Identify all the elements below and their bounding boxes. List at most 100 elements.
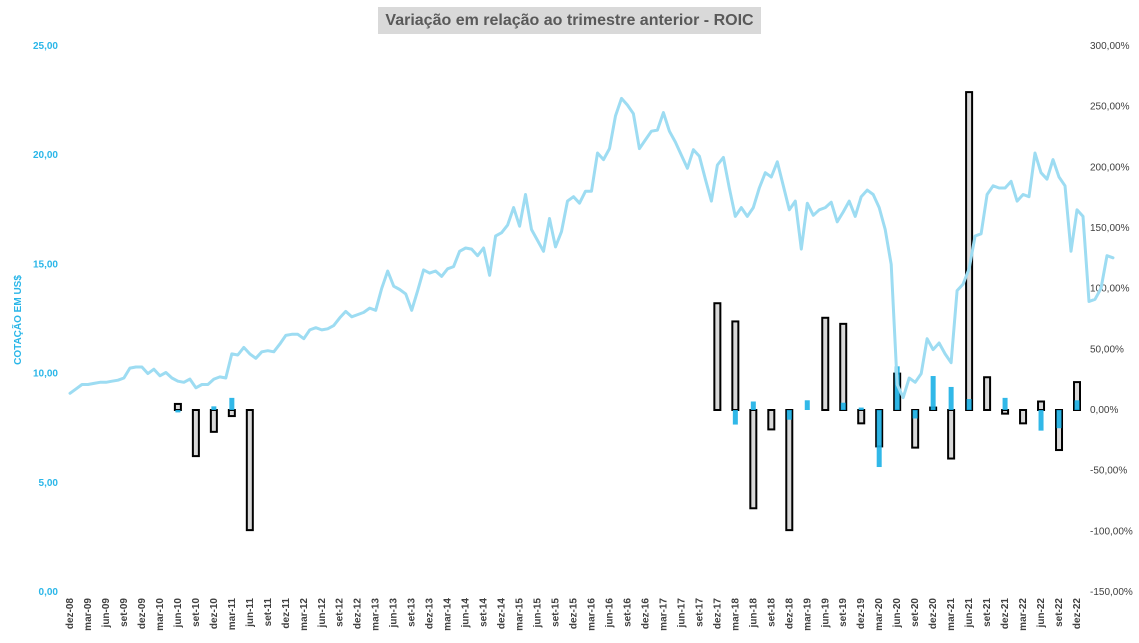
x-tick-label: set-22 bbox=[1054, 598, 1065, 627]
y-axis-label: COTAÇÃO EM US$ bbox=[11, 275, 24, 365]
x-tick-label: mar-19 bbox=[802, 598, 813, 631]
x-tick-label: mar-18 bbox=[730, 598, 741, 631]
x-tick-label: dez-18 bbox=[784, 598, 795, 630]
x-tick-label: dez-22 bbox=[1072, 598, 1083, 630]
roic-change-bar bbox=[839, 322, 848, 411]
x-tick-label: set-13 bbox=[407, 598, 418, 627]
right-tick-label: 100,00% bbox=[1090, 284, 1130, 295]
x-tick-label: set-17 bbox=[694, 598, 705, 627]
roic-change-bar bbox=[731, 320, 740, 411]
right-tick-label: -150,00% bbox=[1090, 587, 1133, 598]
price-change-bar bbox=[858, 407, 864, 410]
x-tick-label: jun-10 bbox=[173, 598, 184, 629]
x-tick-label: jun-11 bbox=[245, 598, 256, 628]
price-change-bar bbox=[966, 399, 972, 410]
right-tick-label: 300,00% bbox=[1090, 41, 1130, 52]
x-tick-label: dez-17 bbox=[712, 598, 723, 630]
left-tick-label: 5,00 bbox=[39, 478, 59, 489]
x-tick-label: mar-15 bbox=[515, 598, 526, 631]
x-tick-label: jun-13 bbox=[389, 598, 400, 629]
x-tick-label: mar-22 bbox=[1018, 598, 1029, 631]
right-tick-label: -100,00% bbox=[1090, 526, 1133, 537]
price-change-bar bbox=[1002, 397, 1008, 410]
right-tick-label: 0,00% bbox=[1090, 405, 1118, 416]
right-tick-label: 200,00% bbox=[1090, 162, 1130, 173]
roic-change-bar bbox=[947, 409, 956, 460]
price-line bbox=[68, 96, 1115, 400]
x-tick-label: jun-15 bbox=[533, 598, 544, 629]
roic-change-bar bbox=[245, 409, 254, 532]
x-tick-label: jun-17 bbox=[676, 598, 687, 629]
right-tick-label: -50,00% bbox=[1090, 466, 1127, 477]
right-axis-ticks: -150,00% -100,00% -50,00% 0,00% 50,00% 100,00… bbox=[1090, 41, 1133, 598]
x-tick-label: set-18 bbox=[766, 598, 777, 627]
x-tick-label: dez-20 bbox=[928, 598, 939, 630]
right-tick-label: 250,00% bbox=[1090, 102, 1130, 113]
x-tick-label: set-16 bbox=[622, 598, 633, 627]
x-tick-label: dez-16 bbox=[640, 598, 651, 630]
x-tick-label: set-10 bbox=[191, 598, 202, 627]
roic-change-bar bbox=[1019, 409, 1028, 425]
x-tick-label: dez-10 bbox=[209, 598, 220, 630]
x-tick-label: mar-20 bbox=[874, 598, 885, 631]
left-tick-label: 15,00 bbox=[33, 259, 58, 270]
roic-change-bar bbox=[227, 409, 236, 418]
price-change-bar bbox=[786, 410, 792, 420]
x-tick-label: mar-09 bbox=[83, 598, 94, 631]
right-tick-label: 150,00% bbox=[1090, 223, 1130, 234]
price-change-bar bbox=[930, 376, 936, 410]
x-tick-label: dez-13 bbox=[425, 598, 436, 630]
roic-change-bar bbox=[983, 376, 992, 411]
roic-change-bar bbox=[821, 316, 830, 411]
x-axis-ticks: dez-08 mar-09 jun-09 set-09 dez-09 mar-10 jun-… bbox=[65, 598, 1083, 631]
x-tick-label: set-21 bbox=[982, 598, 993, 627]
left-tick-label: 10,00 bbox=[33, 369, 58, 380]
price-change-bar bbox=[1074, 400, 1080, 410]
x-tick-label: dez-14 bbox=[497, 598, 508, 630]
price-change-bar bbox=[894, 366, 900, 410]
x-tick-label: jun-12 bbox=[317, 598, 328, 629]
x-tick-label: set-15 bbox=[551, 598, 562, 627]
x-tick-label: set-14 bbox=[479, 598, 490, 627]
left-tick-label: 0,00 bbox=[39, 587, 59, 598]
left-axis-ticks: 0,00 5,00 10,00 15,00 20,00 25,00 bbox=[33, 41, 58, 598]
price-change-bar bbox=[175, 410, 181, 413]
x-tick-label: jun-14 bbox=[461, 598, 472, 629]
x-tick-label: dez-08 bbox=[65, 598, 76, 630]
price-line-group bbox=[68, 96, 1115, 400]
price-change-bar bbox=[1056, 410, 1062, 429]
roic-change-bar bbox=[1001, 409, 1010, 415]
x-tick-label: dez-15 bbox=[569, 598, 580, 630]
left-tick-label: 20,00 bbox=[33, 150, 58, 161]
roic-change-bar bbox=[785, 409, 794, 532]
x-tick-label: set-09 bbox=[119, 598, 130, 627]
x-tick-label: mar-13 bbox=[371, 598, 382, 631]
x-tick-label: set-11 bbox=[263, 598, 274, 627]
x-tick-label: jun-21 bbox=[964, 598, 975, 629]
x-tick-label: mar-12 bbox=[299, 598, 310, 631]
x-tick-label: dez-21 bbox=[1000, 598, 1011, 630]
right-tick-label: 50,00% bbox=[1090, 344, 1124, 355]
x-tick-label: jun-09 bbox=[101, 598, 112, 629]
price-change-bar bbox=[732, 410, 738, 425]
roic-change-bar bbox=[767, 409, 776, 431]
bars-group bbox=[173, 91, 1081, 532]
x-tick-label: set-12 bbox=[335, 598, 346, 627]
x-tick-label: set-19 bbox=[838, 598, 849, 627]
x-tick-label: jun-16 bbox=[604, 598, 615, 629]
roic-change-bar bbox=[857, 409, 866, 425]
x-tick-label: jun-19 bbox=[820, 598, 831, 629]
x-tick-label: mar-10 bbox=[155, 598, 166, 631]
x-tick-label: set-20 bbox=[910, 598, 921, 627]
roic-change-bar bbox=[173, 402, 182, 411]
chart-title-box: Variação em relação ao trimestre anterio… bbox=[378, 7, 761, 34]
chart-title: Variação em relação ao trimestre anterio… bbox=[385, 11, 754, 29]
x-tick-label: mar-21 bbox=[946, 598, 957, 631]
roic-change-bar bbox=[749, 409, 758, 510]
x-tick-label: mar-11 bbox=[227, 598, 238, 631]
price-change-bar bbox=[750, 401, 756, 410]
x-tick-label: jun-20 bbox=[892, 598, 903, 629]
price-change-bar bbox=[948, 386, 954, 410]
price-change-bar bbox=[912, 410, 918, 419]
